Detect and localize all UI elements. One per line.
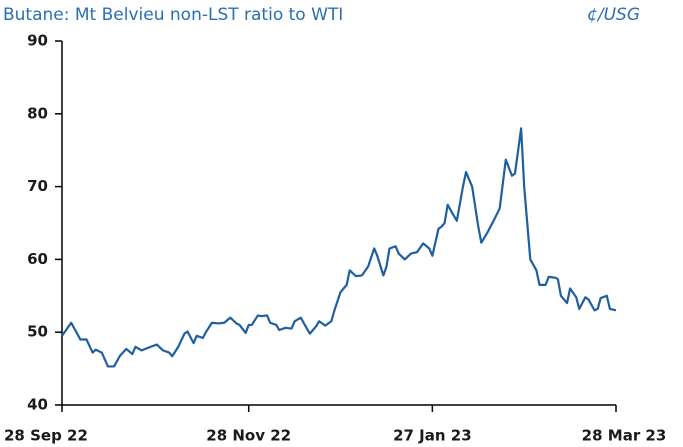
y-tick-label: 80 [27, 104, 48, 122]
chart-title: Butane: Mt Belvieu non-LST ratio to WTI [3, 5, 343, 25]
y-tick-label: 60 [27, 250, 48, 268]
x-tick-label: 28 Mar 23 [582, 427, 667, 445]
y-tick-label: 50 [27, 323, 48, 341]
y-tick-label: 90 [27, 32, 48, 50]
x-tick-label: 27 Jan 23 [393, 427, 472, 445]
series-line [61, 127, 617, 368]
y-tick-label: 70 [27, 177, 48, 195]
x-tick-label: 28 Sep 22 [4, 427, 88, 445]
unit-label: ¢/USG [587, 5, 640, 25]
x-tick-label: 28 Nov 22 [206, 427, 291, 445]
y-tick-label: 40 [27, 396, 48, 414]
